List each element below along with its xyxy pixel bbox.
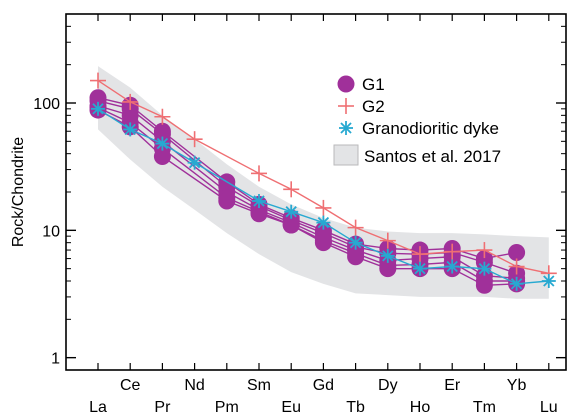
g2-point [379, 232, 396, 249]
legend: G1 G2 Granodioritic dyke Santos et al. 2017 [333, 75, 501, 166]
legend-marker-g1 [337, 75, 355, 93]
granodioritic-dyke-point [284, 204, 299, 219]
g1-point [218, 192, 236, 210]
legend-marker-g2 [338, 98, 354, 114]
g2-point [412, 246, 428, 263]
g2-point [444, 243, 461, 260]
x-tick-label-er: Er [444, 377, 461, 394]
granodioritic-dyke-point [541, 274, 556, 288]
g2-point [122, 93, 139, 110]
x-tick-label-la: La [89, 399, 107, 416]
granodioritic-dyke-point [123, 122, 138, 137]
granodioritic-dyke-point [348, 235, 363, 250]
x-tick-label-sm: Sm [247, 377, 271, 394]
g2-point [476, 242, 493, 259]
y-tick-label: 10 [42, 223, 60, 240]
g2-point [315, 199, 332, 216]
granodioritic-dyke-point [91, 101, 105, 116]
x-tick-label-nd: Nd [184, 377, 204, 394]
g2-point [186, 131, 203, 148]
g1-point [282, 216, 300, 234]
x-tick-label-dy: Dy [378, 377, 398, 394]
granodioritic-dyke-point [509, 276, 524, 291]
g1-point [153, 148, 171, 166]
plot-frame [65, 13, 567, 371]
x-tick-label-eu: Eu [281, 399, 301, 416]
g1-point [314, 234, 332, 252]
g2-point [90, 72, 106, 89]
granodioritic-dyke-point [155, 136, 170, 151]
x-tick-label-yb: Yb [507, 377, 527, 394]
g2-point [347, 219, 364, 236]
legend-label-granodioritic-dyke: Granodioritic dyke [362, 119, 499, 138]
x-tick-label-pm: Pm [215, 399, 239, 416]
g1-point [475, 276, 493, 294]
g1-point [379, 260, 397, 278]
x-tick-label-ce: Ce [120, 377, 141, 394]
granodioritic-dyke-point [187, 155, 202, 170]
granodioritic-dyke-point [477, 261, 492, 276]
granodioritic-dyke-point [252, 193, 266, 208]
x-tick-label-ho: Ho [410, 399, 431, 416]
granodioritic-dyke-point [445, 259, 460, 274]
legend-marker-granodioritic-dyke [339, 121, 353, 135]
x-tick-label-lu: Lu [540, 399, 558, 416]
granodioritic-dyke-point [413, 261, 427, 276]
legend-swatch-santos-2017 [333, 144, 359, 166]
g2-point [154, 108, 171, 125]
y-tick-label: 100 [33, 96, 60, 113]
g1-point [508, 243, 526, 261]
legend-label-g1: G1 [362, 75, 385, 94]
x-tick-label-gd: Gd [313, 377, 334, 394]
g2-point [508, 258, 525, 275]
y-axis-label: Rock/Chondrite [10, 137, 27, 247]
x-tick-label-pr: Pr [154, 399, 171, 416]
series-layer [89, 72, 557, 294]
g2-point [283, 181, 300, 198]
x-tick-label-tb: Tb [346, 399, 365, 416]
granodioritic-dyke-point [380, 248, 395, 263]
g1-point [250, 205, 268, 223]
legend-label-g2: G2 [362, 97, 385, 116]
y-tick-label: 1 [51, 351, 60, 368]
g2-point [251, 165, 267, 182]
granodioritic-dyke-point [316, 215, 331, 230]
g1-point [347, 248, 365, 266]
axis-ticks-layer: 1 10 100 La Ce Pr Nd Pm Sm Eu Gd Tb Dy Ho Er Tm Yb Lu [33, 13, 566, 416]
santos-2017-band [98, 66, 549, 299]
x-tick-label-tm: Tm [473, 399, 496, 416]
reference-band-layer [98, 66, 549, 299]
legend-label-santos-2017: Santos et al. 2017 [364, 147, 501, 166]
